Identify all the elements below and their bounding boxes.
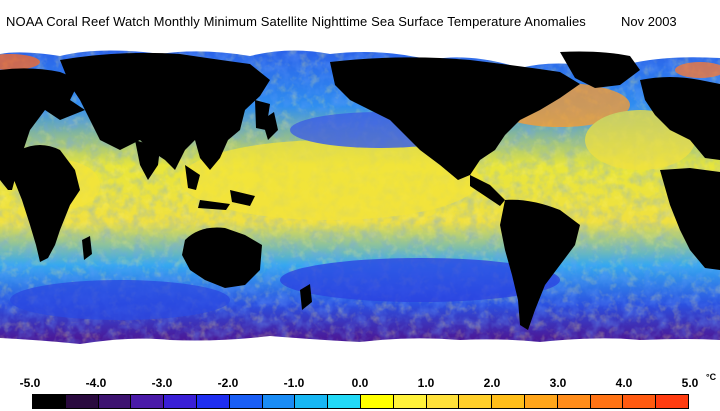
colorbar-segment xyxy=(426,395,460,408)
colorbar-segment xyxy=(557,395,591,408)
colorbar-tick-label: -3.0 xyxy=(151,376,173,390)
colorbar-segment xyxy=(131,395,165,408)
colorbar-tick-label: -4.0 xyxy=(85,376,107,390)
colorbar-segment xyxy=(623,395,657,408)
chart-date: Nov 2003 xyxy=(621,14,677,29)
colorbar-segment xyxy=(196,395,230,408)
land-north-america xyxy=(330,57,580,180)
land-australia xyxy=(182,227,262,288)
colorbar-segment xyxy=(524,395,558,408)
arctic-ice xyxy=(0,40,720,70)
colorbar-tick-label: -2.0 xyxy=(217,376,239,390)
colorbar-segment xyxy=(262,395,296,408)
chart-title-bar: NOAA Coral Reef Watch Monthly Minimum Sa… xyxy=(0,0,720,40)
colorbar-segment xyxy=(229,395,263,408)
colorbar-segment xyxy=(492,395,525,408)
colorbar-tick-label: 2.0 xyxy=(483,376,501,390)
colorbar-segment xyxy=(328,395,361,408)
land-europe-africa xyxy=(0,68,85,190)
land-masses xyxy=(0,51,720,330)
colorbar-segment xyxy=(98,395,132,408)
colorbar-segment xyxy=(459,395,493,408)
colorbar-segment xyxy=(590,395,624,408)
colorbar-tick-label: 3.0 xyxy=(549,376,567,390)
colorbar-tick-label: 0.0 xyxy=(351,376,369,390)
colorbar-segment xyxy=(33,395,66,408)
colorbar-tick-label: 1.0 xyxy=(417,376,435,390)
colorbar-tick-label: 4.0 xyxy=(615,376,633,390)
colorbar-tick-label: 5.0 xyxy=(681,376,699,390)
colorbar-segment xyxy=(65,395,99,408)
antarctic-ice xyxy=(0,336,720,371)
colorbar-segment xyxy=(393,395,427,408)
colorbar-tick-label: -5.0 xyxy=(19,376,41,390)
sst-anomaly-map xyxy=(0,40,720,371)
colorbar-tick-label: -1.0 xyxy=(283,376,305,390)
land-south-america xyxy=(500,199,580,330)
colorbar-tick-labels: -5.0 -4.0 -3.0 -2.0 -1.0 0.0 1.0 2.0 3.0… xyxy=(0,372,720,392)
colorbar-segment xyxy=(656,395,688,408)
land-asia xyxy=(60,52,270,170)
colorbar-segment xyxy=(360,395,394,408)
colorbar xyxy=(32,394,689,409)
chart-title: NOAA Coral Reef Watch Monthly Minimum Sa… xyxy=(6,14,586,29)
colorbar-segment xyxy=(295,395,329,408)
colorbar-segment xyxy=(164,395,197,408)
colorbar-unit: °C xyxy=(706,372,717,382)
